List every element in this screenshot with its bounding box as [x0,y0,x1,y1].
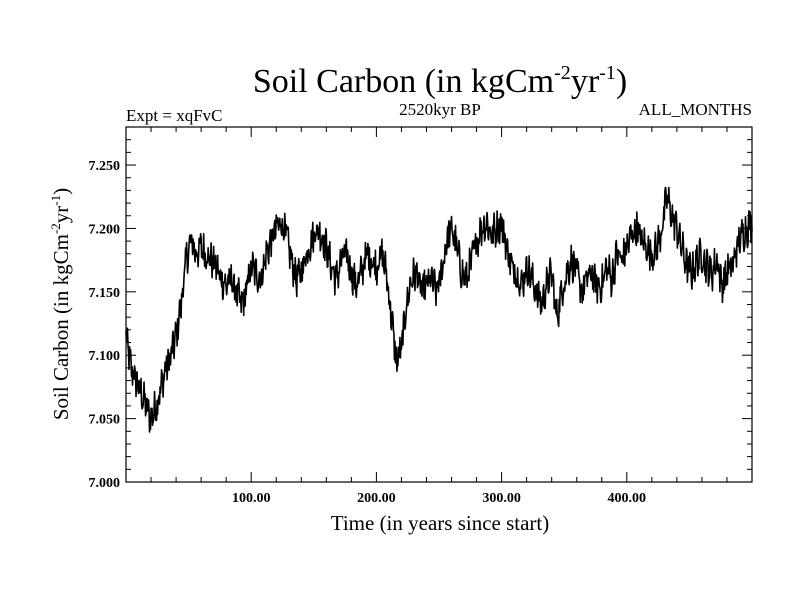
y-tick-label-3: 7.150 [89,286,121,301]
y-axis-label: Soil Carbon (in kgCm-2yr-1) [48,188,73,420]
y-tick-label-1: 7.050 [89,413,121,428]
subtitle-period: 2520kyr BP [399,100,481,119]
x-tick-label-2: 300.00 [482,491,521,506]
y-tick-label-2: 7.100 [89,349,121,364]
subtitle-experiment: Expt = xqFvC [126,106,223,125]
subtitle-months: ALL_MONTHS [639,100,752,119]
x-axis-label: Time (in years since start) [331,511,550,535]
series-layer [125,186,753,433]
axes-layer: 100.00 200.00 300.00 400.00 7.000 7.050 7.100 7… [89,126,753,506]
chart-title: Soil Carbon (in kgCm-2yr-1) [253,62,627,100]
x-tick-label-0: 100.00 [232,491,271,506]
y-tick-label-0: 7.000 [89,476,121,491]
y-tick-label-5: 7.250 [89,159,121,174]
x-tick-label-1: 200.00 [357,491,396,506]
series-line-0 [125,186,753,433]
y-tick-label-4: 7.200 [89,222,121,237]
x-tick-label-3: 400.00 [608,491,647,506]
